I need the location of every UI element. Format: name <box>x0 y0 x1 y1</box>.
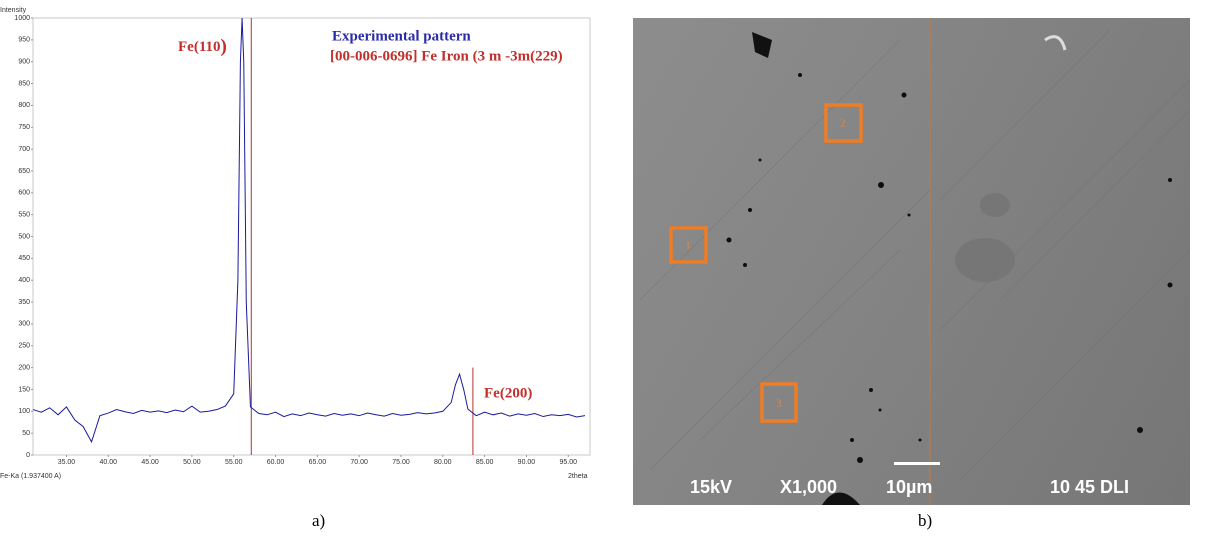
x-tick-label: 85.00 <box>476 459 494 466</box>
panel-label: b) <box>918 511 932 530</box>
y-tick-label: 1000 <box>14 15 30 22</box>
x-axis-label: 2theta <box>568 473 588 480</box>
y-tick-label: 850 <box>18 80 30 87</box>
x-tick-label: 45.00 <box>141 459 159 466</box>
y-tick-label: 200 <box>18 364 30 371</box>
pore <box>752 32 772 58</box>
pattern-line <box>32 17 586 444</box>
y-tick-label: 500 <box>18 233 30 240</box>
y-tick-label: 700 <box>18 146 30 153</box>
x-tick-label: 80.00 <box>434 459 452 466</box>
y-tick-label: 300 <box>18 321 30 328</box>
x-tick-label: 60.00 <box>267 459 285 466</box>
stain <box>955 238 1015 282</box>
y-tick-label: 900 <box>18 59 30 66</box>
y-tick-label: 100 <box>18 408 30 415</box>
y-tick-label: 650 <box>18 168 30 175</box>
scale-label: 10µm <box>886 477 932 497</box>
panel-label: a) <box>312 511 325 530</box>
region-label: 2 <box>841 118 846 129</box>
y-tick-label: 800 <box>18 102 30 109</box>
y-tick-label: 600 <box>18 190 30 197</box>
pore <box>822 492 860 505</box>
x-tick-label: 55.00 <box>225 459 243 466</box>
y-tick-label: 750 <box>18 124 30 131</box>
x-tick-label: 70.00 <box>350 459 368 466</box>
y-tick-label: 450 <box>18 255 30 262</box>
x-tick-label: 95.00 <box>559 459 577 466</box>
legend-experimental: Experimental pattern <box>332 28 471 44</box>
y-tick-label: 0 <box>26 452 30 459</box>
y-tick-label: 150 <box>18 386 30 393</box>
voltage: 15kV <box>690 477 732 497</box>
x-tick-label: 35.00 <box>58 459 76 466</box>
pores <box>726 73 1173 463</box>
y-tick-label: 550 <box>18 211 30 218</box>
x-tick-label: 65.00 <box>309 459 327 466</box>
legend-reference: [00-006-0696] Fe Iron (3 m -3m(229) <box>330 48 563 64</box>
region-label: 3 <box>777 398 782 409</box>
y-tick-label: 250 <box>18 343 30 350</box>
plot: 0 50 100 150 200 250 300 350 400 450 500 550 600 650 7… <box>14 15 586 466</box>
region-label: 1 <box>686 240 691 251</box>
annotation: Fe(200) <box>484 385 532 401</box>
annotation: Fe(110) <box>178 36 227 57</box>
scratches <box>639 29 1191 481</box>
magnification: X1,000 <box>780 477 837 497</box>
scale-bar <box>894 462 940 465</box>
x-tick-label: 75.00 <box>392 459 410 466</box>
y-tick-label: 400 <box>18 277 30 284</box>
y-tick-label: 50 <box>22 430 30 437</box>
y-axis-label: Intensity <box>0 7 27 14</box>
y-tick-label: 350 <box>18 299 30 306</box>
y-tick-label: 950 <box>18 37 30 44</box>
image-id: 10 45 DLI <box>1050 477 1129 497</box>
stain <box>980 193 1010 217</box>
x-tick-label: 50.00 <box>183 459 201 466</box>
micrograph: 1 2 3 15kV X1,000 10µm 10 45 DLI <box>633 18 1191 505</box>
region-boxes <box>669 103 863 423</box>
particle <box>1044 35 1067 51</box>
x-axis-note: Fe-Ka (1.937400 A) <box>0 473 61 480</box>
x-tick-label: 40.00 <box>100 459 118 466</box>
x-tick-label: 90.00 <box>518 459 536 466</box>
